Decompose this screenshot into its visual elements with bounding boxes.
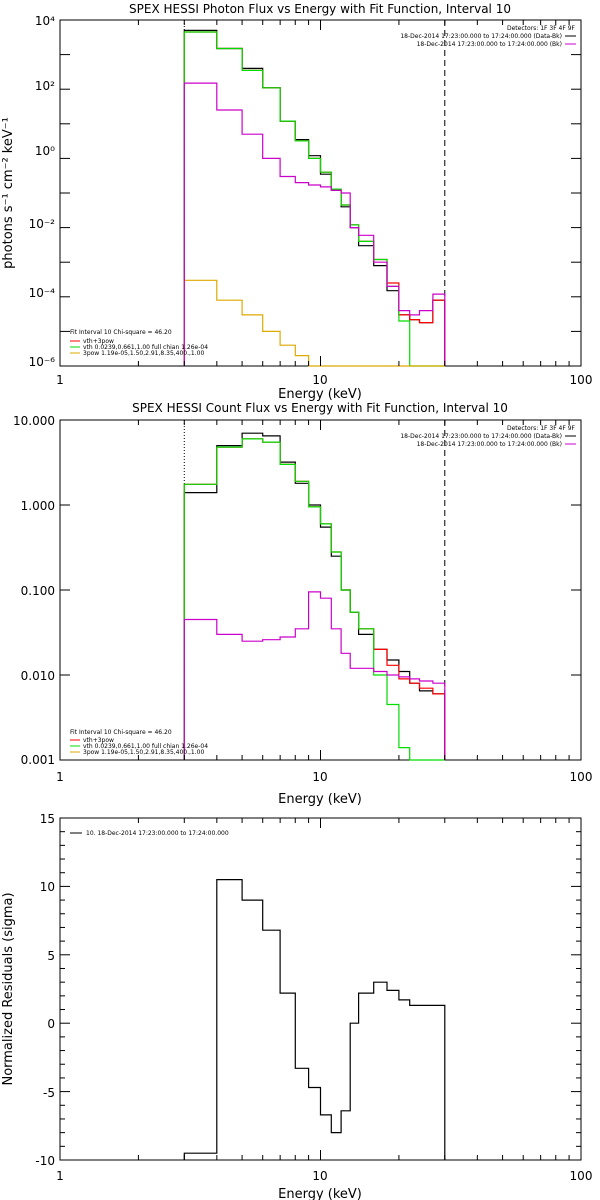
series-bk [183,82,446,366]
count-xtick-10: 10 [312,770,327,784]
residual-legend: 10. 18-Dec-2014 17:23:00.000 to 17:24:00… [86,830,229,837]
count-info-detectors: Detectors: 1F 3F 4F 9F [507,425,576,432]
series-data [183,432,446,760]
residual-ytick-10: 10 [40,880,55,894]
photon-ytick-1e-4: 10⁻⁴ [29,286,56,300]
count-panel: SPEX HESSI Count Flux vs Energy with Fit… [13,401,592,807]
series-bk [183,591,446,760]
count-tick-marks [59,419,581,761]
count-title: SPEX HESSI Count Flux vs Energy with Fit… [132,401,508,415]
photon-info-detectors: Detectors: 1F 3F 4F 9F [507,25,576,32]
residual-ytick-minus10: -10 [35,1154,55,1168]
residual-tick-marks [59,817,581,1161]
count-info-bk-interval: 18-Dec-2014 17:23:00.000 to 17:24:00.000… [417,441,562,448]
count-frame [59,419,582,761]
photon-ylabel: photons s⁻¹ cm⁻² keV⁻¹ [1,117,16,269]
series-vth [183,31,445,367]
photon-xtick-10: 10 [312,373,327,387]
photon-ytick-1e0: 10⁰ [35,144,55,158]
count-info-data-interval: 18-Dec-2014 17:23:00.000 to 17:24:00.000… [400,433,562,440]
photon-xlabel: Energy (keV) [278,387,362,402]
photon-tick-marks [59,19,581,367]
photon-ytick-1e-6: 10⁻⁶ [29,355,56,369]
photon-ytick-1e4: 10⁴ [35,14,55,28]
count-data-marks [183,420,446,761]
count-ytick-0.01: 0.010 [21,669,55,683]
residual-ytick-15: 15 [40,812,55,826]
series-data [183,29,446,366]
photon-ytick-1e-2: 10⁻² [29,217,56,231]
count-legend-vth: vth 0.0239,0.661,1.00 full chian 1.26e-0… [83,743,208,750]
photon-info-data-interval: 18-Dec-2014 17:23:00.000 to 17:24:00.000… [400,33,562,40]
residual-panel: 1 10 100 15 10 5 0 -5 -10 Energy (keV) N… [1,812,592,1200]
count-ytick-10: 10.000 [13,414,55,428]
photon-xtick-100: 100 [570,373,593,387]
count-ytick-0.1: 0.100 [21,584,55,598]
residual-xtick-100: 100 [570,1169,593,1183]
residual-ytick-5: 5 [47,949,55,963]
series-3pow [183,279,445,367]
photon-frame [59,19,582,367]
residual-xtick-10: 10 [312,1169,327,1183]
photon-title: SPEX HESSI Photon Flux vs Energy with Fi… [129,2,511,16]
count-legend-vth-3pow: vth+3pow [83,737,114,744]
series-vth-3pow [183,438,446,760]
residual-xtick-1: 1 [56,1169,64,1183]
count-ytick-1: 1.000 [21,499,55,513]
count-legend-3pow: 3pow 1.19e-05,1.50,2.91,8.35,400.,1.00 [83,749,204,756]
photon-legend-vth: vth 0.0239,0.661,1.00 full chian 1.26e-0… [83,344,208,351]
series-vth [183,438,445,761]
residual-xlabel: Energy (keV) [278,1187,362,1200]
photon-legend-3pow: 3pow 1.19e-05,1.50,2.91,8.35,400.,1.00 [83,350,204,357]
residual-data-marks [183,879,446,1160]
count-xtick-1: 1 [56,770,64,784]
photon-xtick-1: 1 [56,373,64,387]
count-fit-header: Fit Interval 10 Chi-square = 46.20 [70,729,172,736]
photon-data-marks [183,20,446,367]
residual-ytick-minus5: -5 [43,1086,55,1100]
count-ytick-0.001: 0.001 [21,753,55,767]
count-xtick-100: 100 [570,770,593,784]
series-10-18-dec-2014-17-23-00-000-to-17-24-00-000 [183,879,446,1160]
residual-ytick-0: 0 [47,1017,55,1031]
photon-info-bk-interval: 18-Dec-2014 17:23:00.000 to 17:24:00.000… [417,41,562,48]
count-xlabel: Energy (keV) [278,792,362,807]
series-vth-3pow [183,31,446,366]
photon-legend-vth-3pow: vth+3pow [83,338,114,345]
photon-panel: SPEX HESSI Photon Flux vs Energy with Fi… [1,2,592,402]
photon-ytick-1e2: 10² [35,79,55,93]
residual-ylabel: Normalized Residuals (sigma) [1,892,16,1085]
photon-fit-header: Fit Interval 10 Chi-square = 46.20 [70,329,172,336]
